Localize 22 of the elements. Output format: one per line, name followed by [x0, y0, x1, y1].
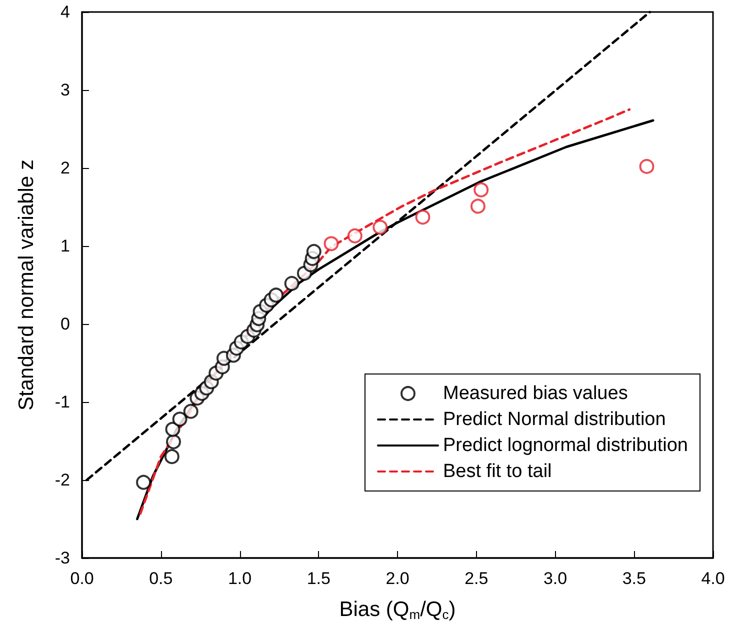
x-tick-label: 4.0 [701, 569, 725, 588]
x-tick-label: 0.0 [70, 569, 94, 588]
legend-label: Predict Normal distribution [442, 409, 666, 430]
y-tick-label: -2 [54, 470, 70, 490]
y-tick-label: 0 [60, 314, 70, 334]
x-tick-label: 1.0 [228, 569, 252, 588]
y-tick-label: 1 [60, 236, 70, 256]
y-tick-label: -3 [54, 548, 70, 568]
x-tick-label: 3.5 [622, 569, 646, 588]
y-tick-label: 2 [60, 158, 70, 178]
y-axis-title: Standard normal variable z [15, 160, 38, 410]
x-tick-label: 2.0 [386, 569, 410, 588]
y-tick-label: -1 [54, 392, 70, 412]
x-tick-label: 0.5 [149, 569, 173, 588]
legend-label: Best fit to tail [442, 461, 552, 482]
y-tick-label: 4 [60, 2, 70, 22]
legend-label: Measured bias values [442, 383, 628, 404]
x-tick-label: 1.5 [306, 569, 330, 588]
legend-label: Predict lognormal distribution [442, 435, 688, 456]
x-tick-label: 3.0 [543, 569, 568, 588]
y-tick-label: 3 [60, 80, 70, 100]
x-tick-label: 2.5 [464, 569, 488, 588]
